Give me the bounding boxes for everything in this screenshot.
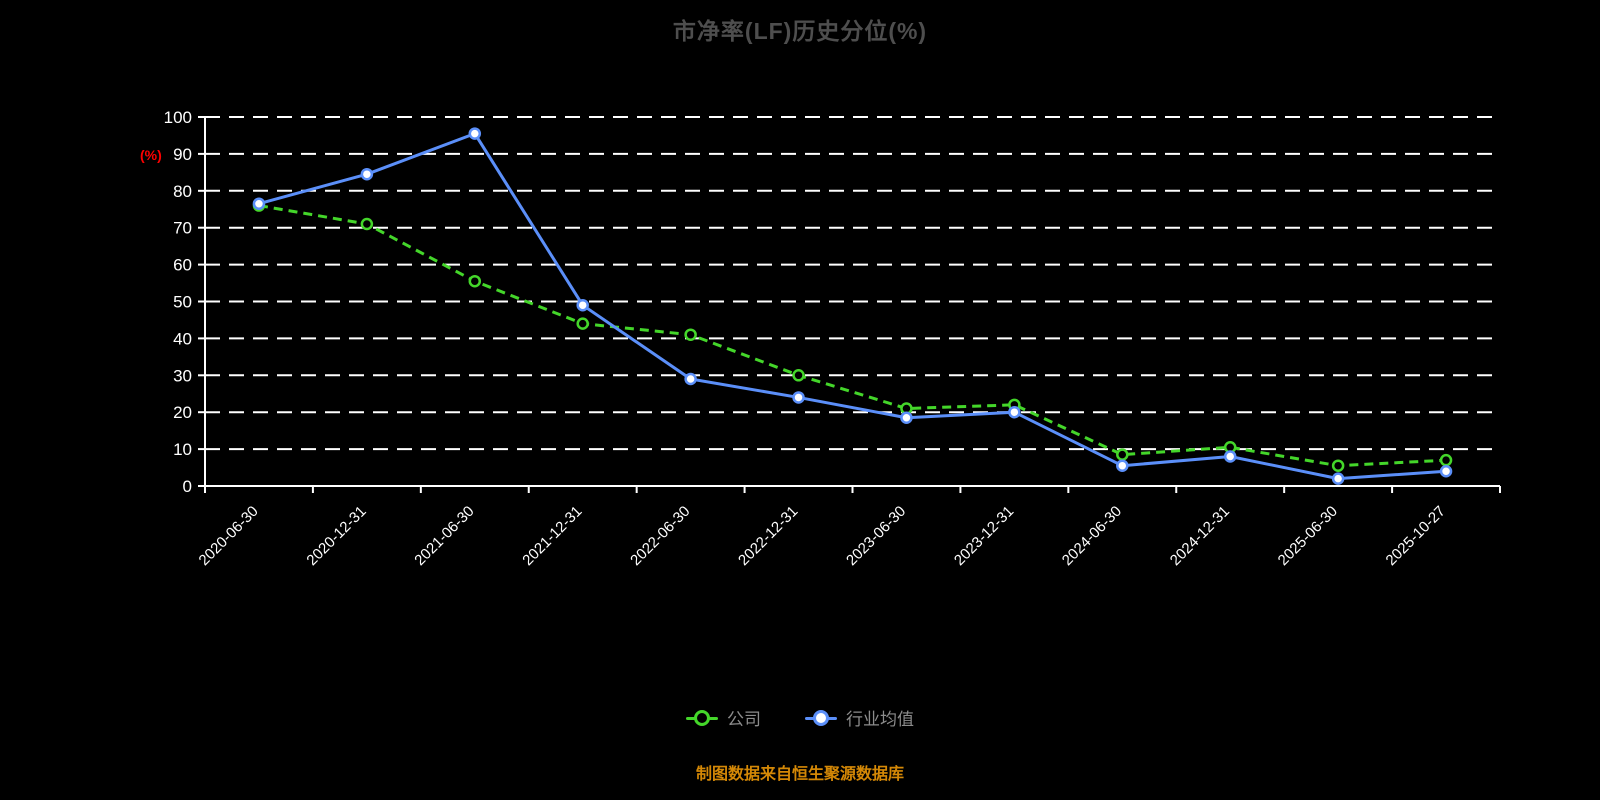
y-tick-label: 0 [183,477,192,496]
data-source-note: 制图数据来自恒生聚源数据库 [695,766,904,783]
x-tick-label: 2021-12-31 [519,503,585,569]
data-point-行业均值[interactable] [792,391,805,404]
data-point-公司[interactable] [1439,453,1453,467]
series-line-行业均值 [258,132,1447,481]
data-point-行业均值[interactable] [576,298,589,312]
data-point-公司[interactable] [576,317,589,330]
y-tick-label: 30 [173,366,192,385]
data-point-行业均值[interactable] [468,127,482,140]
x-tick-label: 2020-12-31 [303,503,369,569]
data-point-行业均值[interactable] [252,197,266,210]
data-point-公司[interactable] [1116,448,1129,461]
data-point-公司[interactable] [1331,459,1345,472]
x-tick-label: 2023-06-30 [843,503,909,569]
data-point-行业均值[interactable] [1116,459,1129,472]
legend-item-行业均值[interactable]: 行业均值 [805,705,914,730]
x-tick-label: 2021-06-30 [411,503,477,569]
data-point-行业均值[interactable] [1223,450,1237,463]
y-tick-label: 10 [173,440,192,459]
y-tick-label: 20 [173,403,192,422]
y-tick-label: 60 [173,256,192,275]
data-point-公司[interactable] [360,217,374,231]
y-tick-label: 40 [173,329,192,348]
legend-line-marker-icon [686,709,718,726]
x-tick-label: 2023-12-31 [951,503,1017,569]
x-tick-label: 2025-10-27 [1383,503,1449,569]
x-tick-label: 2022-06-30 [627,503,693,569]
data-point-行业均值[interactable] [1008,405,1021,419]
y-tick-label: 50 [173,293,192,312]
data-point-公司[interactable] [684,328,697,341]
legend-line-marker-icon [805,709,837,726]
data-point-行业均值[interactable] [1331,472,1345,485]
data-point-行业均值[interactable] [684,372,697,386]
y-tick-label: 90 [173,145,192,164]
data-point-公司[interactable] [468,274,482,288]
x-tick-label: 2024-06-30 [1059,503,1125,569]
series-line-公司 [258,204,1447,468]
legend-label: 公司 [727,710,761,729]
y-tick-label: 100 [164,108,192,127]
data-point-行业均值[interactable] [900,411,913,424]
legend: 公司 行业均值 [0,705,1600,730]
data-point-公司[interactable] [792,369,805,382]
x-tick-label: 2022-12-31 [735,503,801,569]
y-tick-label: 80 [173,182,192,201]
x-tick-label: 2025-06-30 [1275,503,1341,569]
legend-item-公司[interactable]: 公司 [686,705,761,730]
legend-label: 行业均值 [846,710,914,729]
x-tick-label: 2024-12-31 [1167,503,1233,569]
data-point-行业均值[interactable] [1439,464,1453,478]
x-tick-label: 2020-06-30 [196,503,262,569]
y-tick-label: 70 [173,219,192,238]
y-axis-unit-label: (%) [140,147,162,163]
chart-title: 市净率(LF)历史分位(%) [672,18,928,44]
data-point-行业均值[interactable] [360,167,374,181]
